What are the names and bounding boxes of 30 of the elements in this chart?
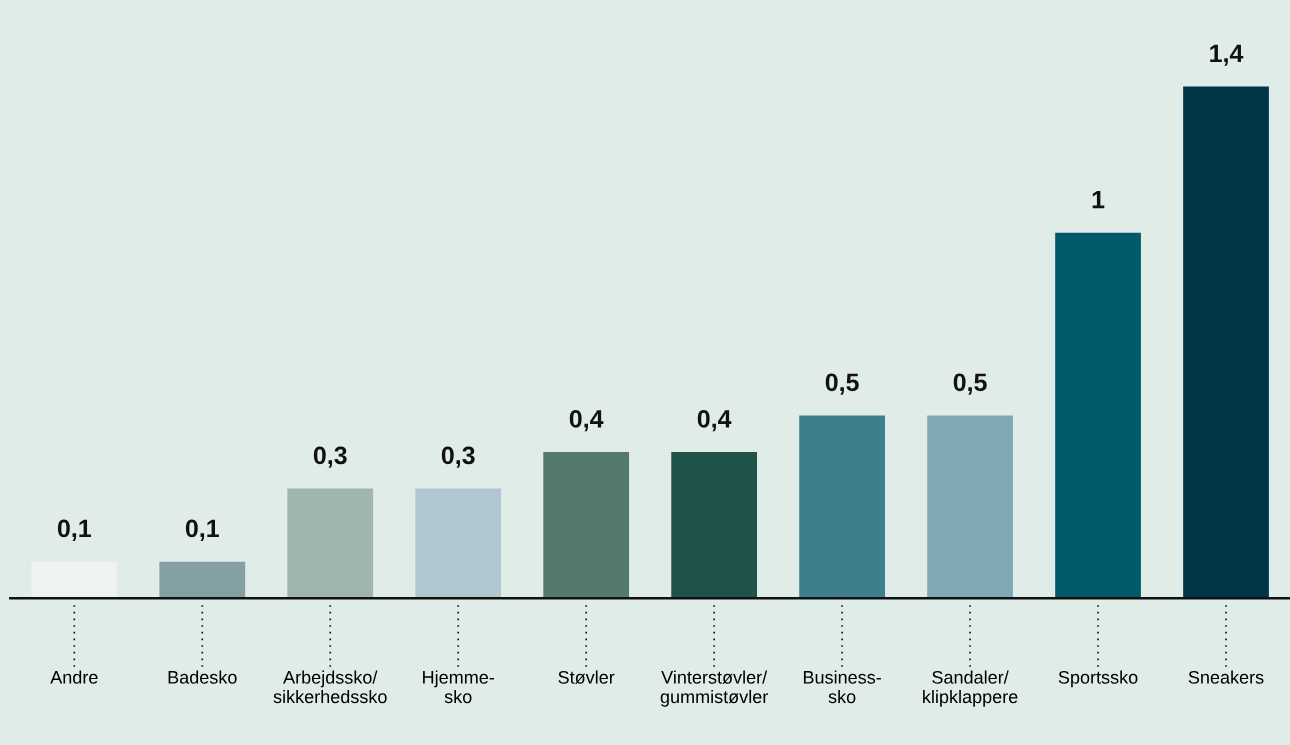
x-tick-label: Sneakers (1188, 670, 1264, 684)
x-tick-label: Business- sko (803, 670, 881, 704)
data-label: 0,4 (697, 409, 732, 432)
bar (31, 561, 118, 599)
bar (799, 415, 885, 599)
bar (287, 488, 374, 599)
bar (543, 452, 630, 599)
x-tick-label: Hjemme- sko (423, 670, 495, 704)
bar (159, 561, 246, 599)
data-label: 0,4 (569, 409, 604, 432)
data-label: 0,3 (313, 446, 347, 468)
x-tick-label: Arbejdssko/ sikkerhedssko (273, 670, 387, 704)
data-label: 1,4 (1210, 44, 1244, 66)
data-label: 0,5 (825, 373, 859, 395)
data-label: 0,1 (57, 519, 91, 541)
data-label: 0,5 (953, 373, 987, 395)
data-label: 0,3 (441, 446, 475, 468)
bar (415, 488, 502, 599)
data-label: 1 (1092, 190, 1105, 209)
x-tick-label: Badesko (168, 670, 237, 684)
x-tick-label: Sandaler/ klipklappere (923, 670, 1018, 707)
x-tick-label: Andre (50, 670, 98, 684)
bar (1055, 232, 1141, 599)
bar (671, 452, 758, 599)
bar (1183, 86, 1269, 599)
x-tick-label: Sportssko (1058, 670, 1138, 688)
x-tick-label: Støvler (558, 670, 615, 684)
data-label: 0,1 (185, 519, 219, 541)
bar (927, 415, 1013, 599)
x-tick-label: Vinterstøvler/ gummistøvler (660, 670, 769, 707)
